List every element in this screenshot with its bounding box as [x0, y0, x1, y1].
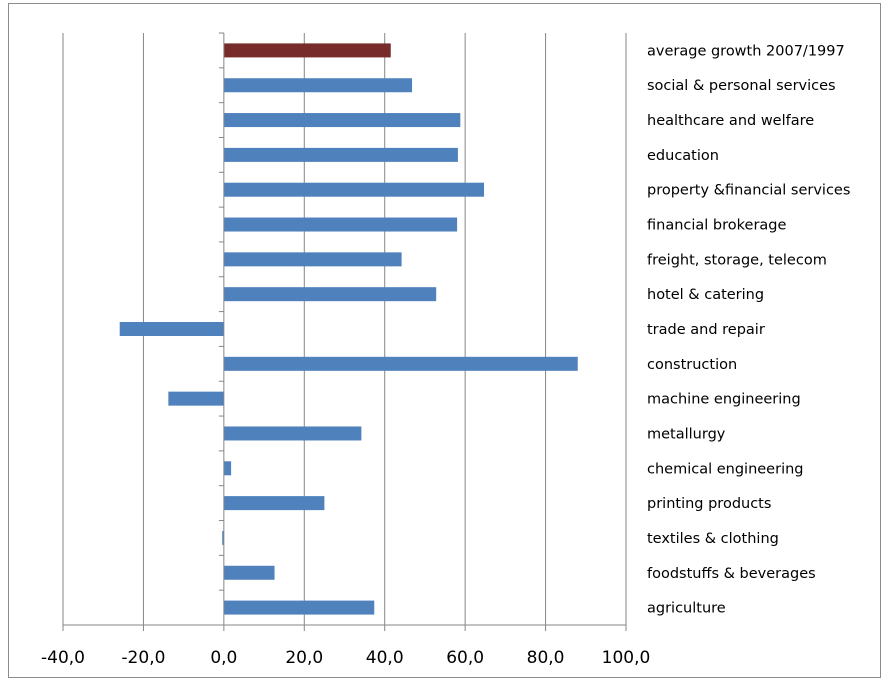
- category-label: construction: [647, 357, 737, 373]
- category-label: foodstuffs & beverages: [647, 566, 816, 582]
- category-label: healthcare and welfare: [647, 113, 814, 129]
- x-tick-label: 80,0: [527, 648, 565, 668]
- x-tick-label: 100,0: [602, 648, 651, 668]
- bar-15: [222, 530, 224, 545]
- bars: [119, 43, 578, 615]
- category-label: social & personal services: [647, 78, 836, 94]
- bar-3: [223, 113, 461, 128]
- category-label: machine engineering: [647, 392, 801, 408]
- bar-7: [223, 252, 402, 267]
- category-label: financial brokerage: [647, 218, 786, 234]
- bar-13: [223, 461, 232, 476]
- bar-11: [168, 391, 224, 406]
- bar-14: [223, 496, 325, 511]
- bar-17: [223, 600, 375, 615]
- category-label: average growth 2007/1997: [647, 43, 845, 59]
- x-tick-labels: -40,0 -20,0 0,0 20,0 40,0 60,0 80,0 100,0: [41, 648, 650, 668]
- category-label: hotel & catering: [647, 287, 764, 303]
- bar-16: [223, 565, 275, 580]
- x-tick-label: -40,0: [41, 648, 85, 668]
- bar-8: [223, 287, 437, 302]
- x-tick-label: -20,0: [121, 648, 165, 668]
- bar-2: [223, 78, 413, 93]
- bar-10: [223, 356, 578, 371]
- category-label: freight, storage, telecom: [647, 252, 827, 268]
- category-label: trade and repair: [647, 322, 765, 338]
- x-tick-label: 20,0: [285, 648, 323, 668]
- category-label: property &financial services: [647, 183, 850, 199]
- category-label: textiles & clothing: [647, 531, 779, 547]
- category-labels: average growth 2007/1997 social & persona…: [647, 43, 850, 616]
- bar-4: [223, 147, 458, 162]
- category-label: agriculture: [647, 601, 726, 617]
- bar-9: [119, 322, 224, 336]
- bar-12: [223, 426, 362, 441]
- bar-5: [223, 182, 485, 197]
- x-tick-label: 0,0: [210, 648, 237, 668]
- category-label: education: [647, 148, 719, 164]
- x-tick-label: 40,0: [366, 648, 404, 668]
- gridlines: [62, 33, 627, 625]
- axes: [62, 32, 627, 631]
- x-tick-label: 60,0: [446, 648, 484, 668]
- category-label: printing products: [647, 496, 771, 512]
- category-label: metallurgy: [647, 426, 726, 442]
- category-label: chemical engineering: [647, 461, 804, 477]
- bar-1: [223, 43, 391, 58]
- bar-6: [223, 217, 458, 232]
